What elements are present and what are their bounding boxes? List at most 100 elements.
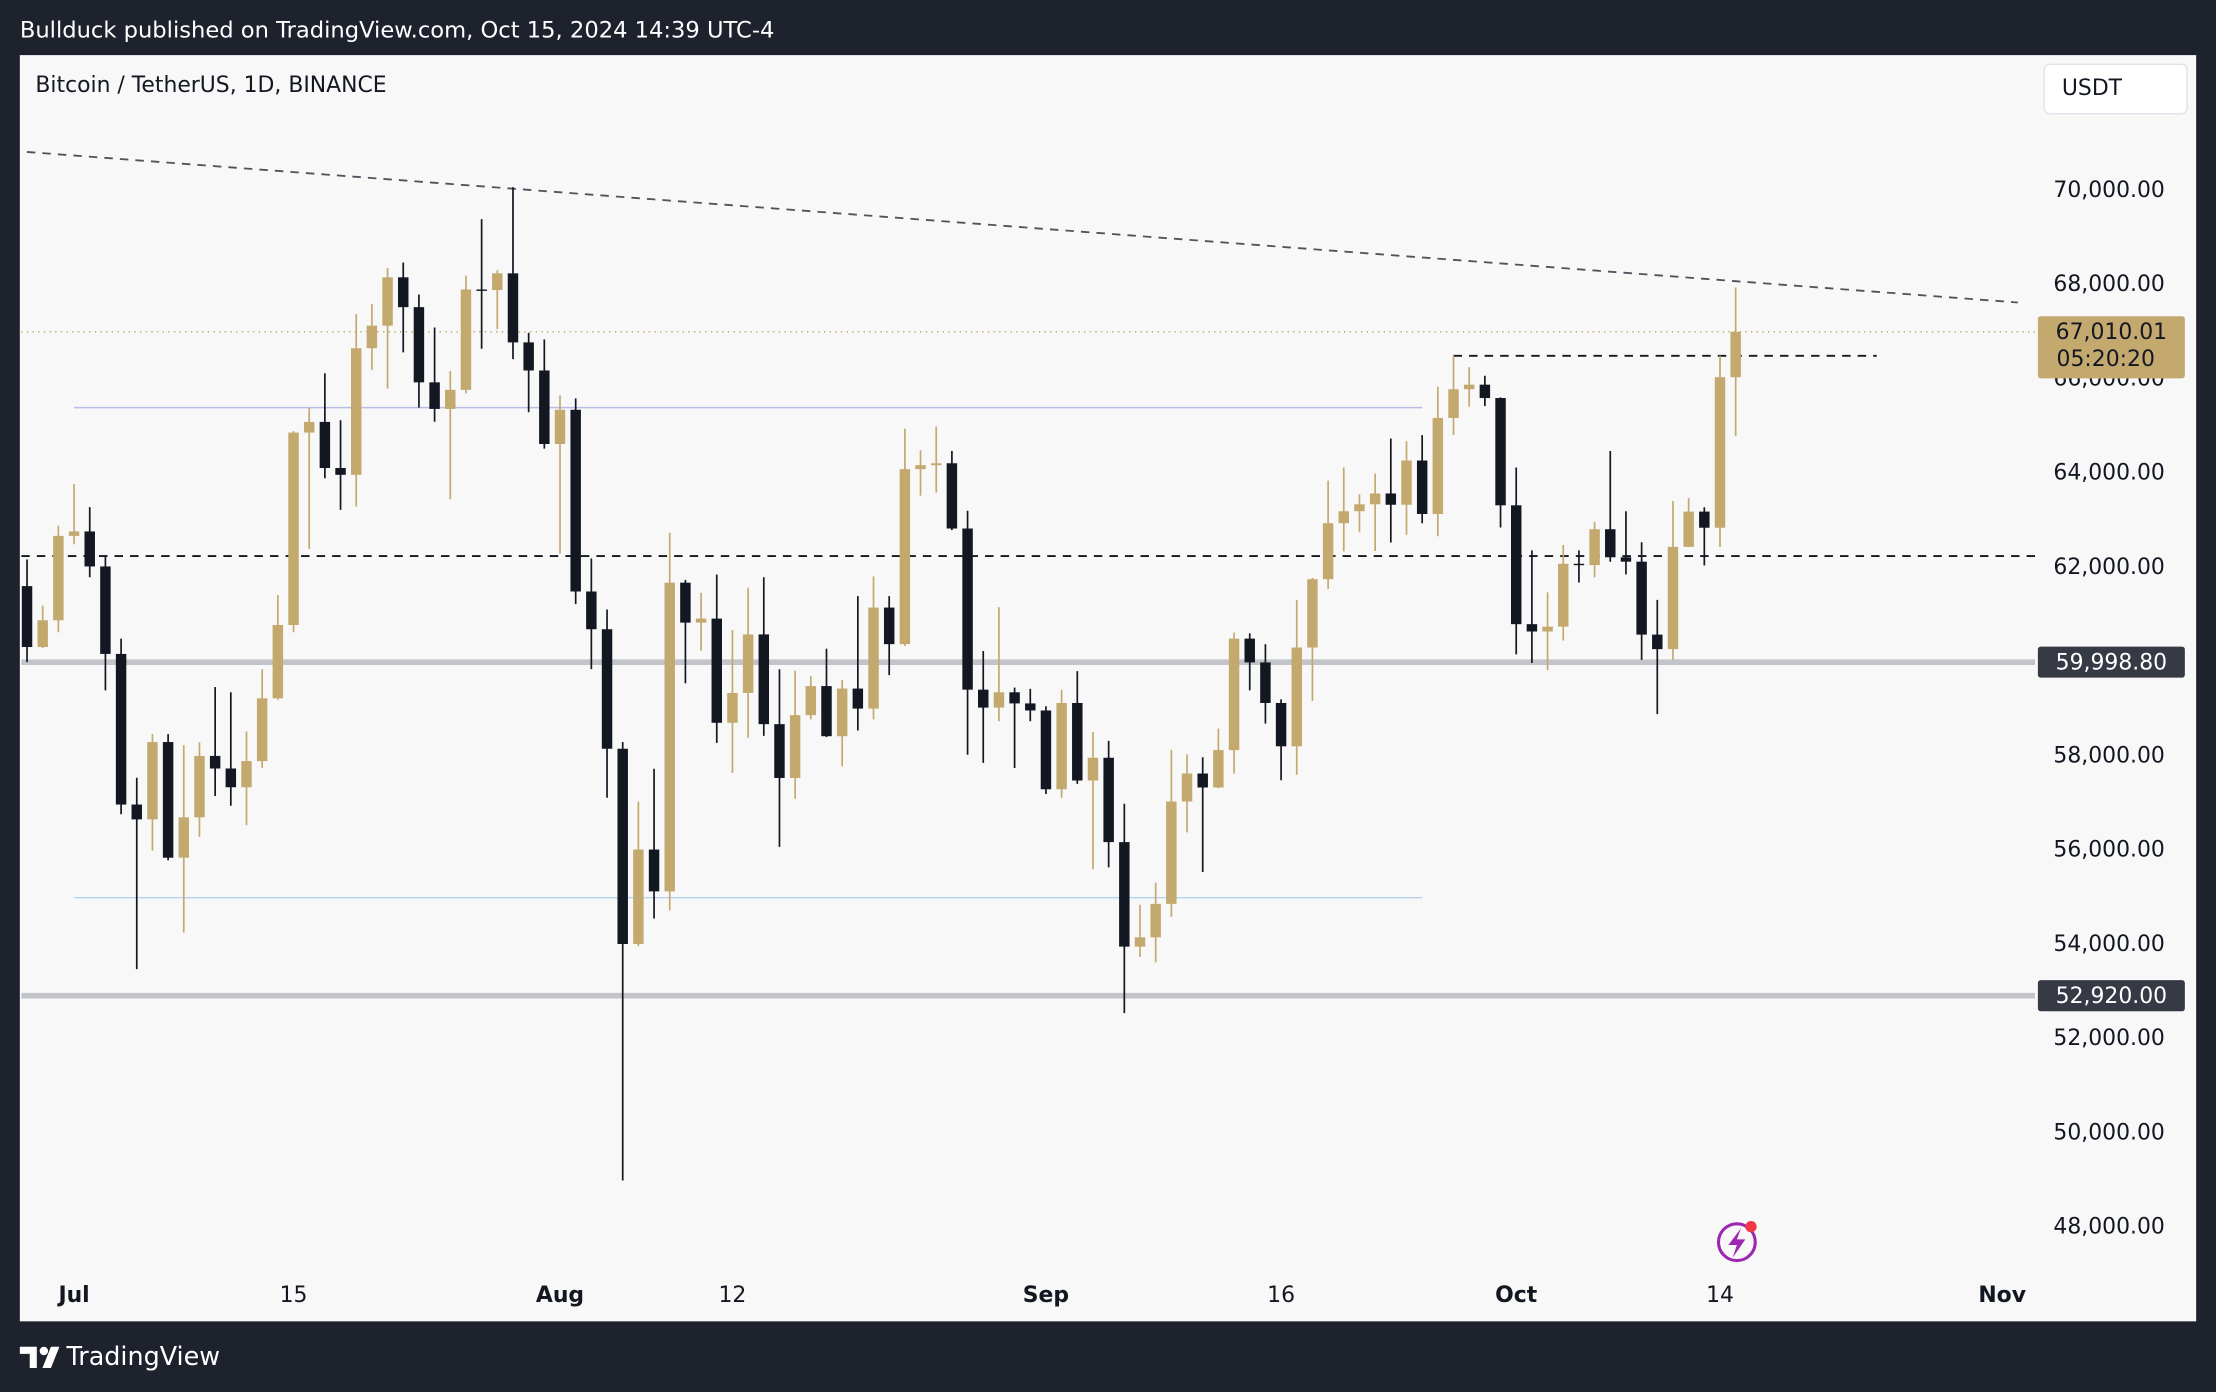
candle-body <box>1166 801 1177 904</box>
candle-body <box>1291 647 1302 747</box>
candle-body <box>1652 634 1663 650</box>
candle-body <box>1119 842 1130 947</box>
candle-body <box>601 629 613 749</box>
candle-body <box>1401 460 1412 505</box>
candle-body <box>539 370 550 444</box>
candle-body <box>382 277 393 326</box>
candle-body <box>1683 511 1694 547</box>
candle-body <box>1605 529 1616 558</box>
candle-body <box>1620 557 1632 562</box>
candle-body <box>962 528 973 690</box>
candle-body <box>742 634 754 693</box>
x-tick-label: 14 <box>1706 1283 1734 1308</box>
candle-body <box>586 591 597 630</box>
candle-body <box>507 273 519 343</box>
candle-body <box>915 465 926 470</box>
candle-body <box>1714 377 1726 528</box>
candle-body <box>1416 460 1428 514</box>
candle-body <box>460 289 472 390</box>
candle-body <box>476 289 487 291</box>
x-tick-label: Oct <box>1495 1283 1537 1308</box>
candle-body <box>1244 638 1255 663</box>
plot <box>21 150 2036 1181</box>
brand-name: TradingView <box>65 1341 220 1371</box>
currency-label[interactable]: USDT <box>2062 76 2123 101</box>
candle-body <box>225 768 237 788</box>
candle-body <box>1275 702 1287 747</box>
y-tick-label: 50,000.00 <box>2053 1120 2164 1145</box>
candle-body <box>1322 523 1334 580</box>
current-price-box <box>2037 316 2185 379</box>
candle-body <box>445 389 456 409</box>
candle-body <box>1699 511 1710 528</box>
candle-body <box>147 742 158 820</box>
candle-body <box>1589 529 1600 566</box>
candle-body <box>523 342 534 371</box>
countdown-label: 05:20:20 <box>2057 347 2155 372</box>
brand-logo <box>19 1346 60 1368</box>
candle-body <box>366 325 378 349</box>
candle-body <box>1448 389 1459 418</box>
candle-body <box>1009 692 1020 704</box>
candle-body <box>868 607 879 709</box>
candle-body <box>821 686 832 737</box>
candle-body <box>946 463 958 529</box>
y-tick-label: 54,000.00 <box>2053 932 2164 957</box>
candle-body <box>256 698 268 762</box>
candle-body <box>1150 903 1161 938</box>
candle-body <box>1636 561 1647 635</box>
x-tick-label: Jul <box>56 1283 89 1308</box>
candle-body <box>68 531 80 536</box>
currency-box[interactable] <box>2043 63 2188 115</box>
candle-body <box>554 409 566 444</box>
candle-body <box>288 432 299 625</box>
candle-body <box>727 692 738 723</box>
candle-body <box>1510 505 1522 625</box>
level-label: 59,998.80 <box>2056 651 2167 676</box>
x-tick-label: Aug <box>536 1283 584 1308</box>
candle-body <box>664 582 675 892</box>
candle-body <box>429 382 440 409</box>
candle-body <box>617 748 628 944</box>
candle-body <box>131 804 142 820</box>
level-label-box <box>2037 980 2185 1012</box>
candle-body <box>1369 493 1381 505</box>
candle-body <box>1338 511 1350 524</box>
y-tick-label: 58,000.00 <box>2053 743 2164 768</box>
publisher-header: Bullduck published on TradingView.com, O… <box>20 18 775 44</box>
candle-body <box>836 688 848 737</box>
candle-body <box>1072 702 1083 781</box>
candle-body <box>570 409 581 592</box>
current-price-label: 67,010.01 <box>2056 320 2167 345</box>
alert-icon[interactable] <box>1716 1221 1757 1263</box>
candle-body <box>1134 937 1146 947</box>
symbol-title: Bitcoin / TetherUS, 1D, BINANCE <box>35 73 386 98</box>
candle-body <box>1103 757 1114 843</box>
candle-body <box>680 582 691 623</box>
candle-body <box>789 715 801 778</box>
candle-body <box>194 755 205 818</box>
price-axis: 48,000.00 50,000.00 52,000.00 54,000.00 56,0… <box>56 178 2185 1308</box>
candle-body <box>413 307 425 383</box>
candle-body <box>21 586 33 648</box>
candle-body <box>805 686 817 716</box>
y-tick-label: 56,000.00 <box>2053 838 2164 863</box>
candle-body <box>1495 398 1506 506</box>
candle-body <box>272 624 284 699</box>
candle-body <box>993 692 1005 708</box>
candle-body <box>178 817 190 858</box>
candle-body <box>319 421 331 469</box>
candle-body <box>1526 624 1538 632</box>
level-label-box <box>2037 646 2185 678</box>
candle-body <box>1558 563 1569 627</box>
candle-body <box>84 531 95 567</box>
candle-body <box>1354 504 1365 512</box>
y-tick-label: 68,000.00 <box>2053 272 2164 297</box>
y-tick-label: 52,000.00 <box>2053 1026 2164 1051</box>
candle-body <box>162 742 174 858</box>
candle-body <box>1667 546 1679 650</box>
candle-body <box>37 620 48 648</box>
y-tick-label: 64,000.00 <box>2053 461 2164 486</box>
